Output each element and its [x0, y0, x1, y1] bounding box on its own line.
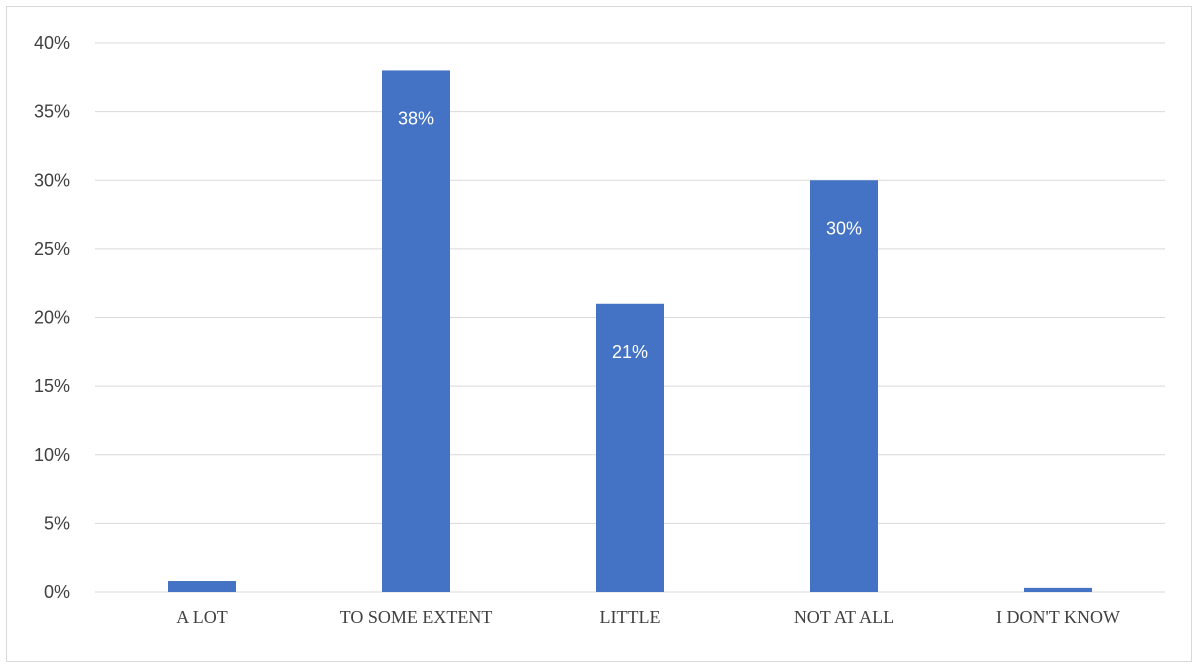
- y-tick-label: 0%: [44, 582, 70, 602]
- y-tick-label: 10%: [34, 445, 70, 465]
- y-axis-ticks: 0% 5% 10% 15% 20% 25% 30% 35% 40%: [34, 33, 70, 602]
- gridlines: [95, 42, 1165, 593]
- bar: [1024, 587, 1092, 592]
- x-tick-label: NOT AT ALL: [794, 607, 894, 627]
- y-tick-label: 15%: [34, 376, 70, 396]
- bar: [168, 581, 236, 592]
- x-tick-label: I DON'T KNOW: [996, 607, 1120, 627]
- bar: [596, 303, 664, 592]
- bar: [382, 70, 450, 592]
- data-label: 21%: [612, 342, 648, 362]
- bar: [810, 180, 878, 592]
- y-tick-label: 20%: [34, 308, 70, 328]
- y-tick-label: 30%: [34, 170, 70, 190]
- y-tick-label: 35%: [34, 102, 70, 122]
- x-axis-ticks: A LOT TO SOME EXTENT LITTLE NOT AT ALL I DON…: [176, 607, 1120, 627]
- data-label: 30%: [826, 218, 862, 238]
- x-tick-label: LITTLE: [600, 607, 661, 627]
- y-tick-label: 40%: [34, 33, 70, 53]
- y-tick-label: 25%: [34, 239, 70, 259]
- bars: [168, 70, 1092, 592]
- data-labels: 38% 21% 30%: [398, 108, 862, 361]
- data-label: 38%: [398, 108, 434, 128]
- x-tick-label: TO SOME EXTENT: [340, 607, 493, 627]
- y-tick-label: 5%: [44, 513, 70, 533]
- x-tick-label: A LOT: [176, 607, 228, 627]
